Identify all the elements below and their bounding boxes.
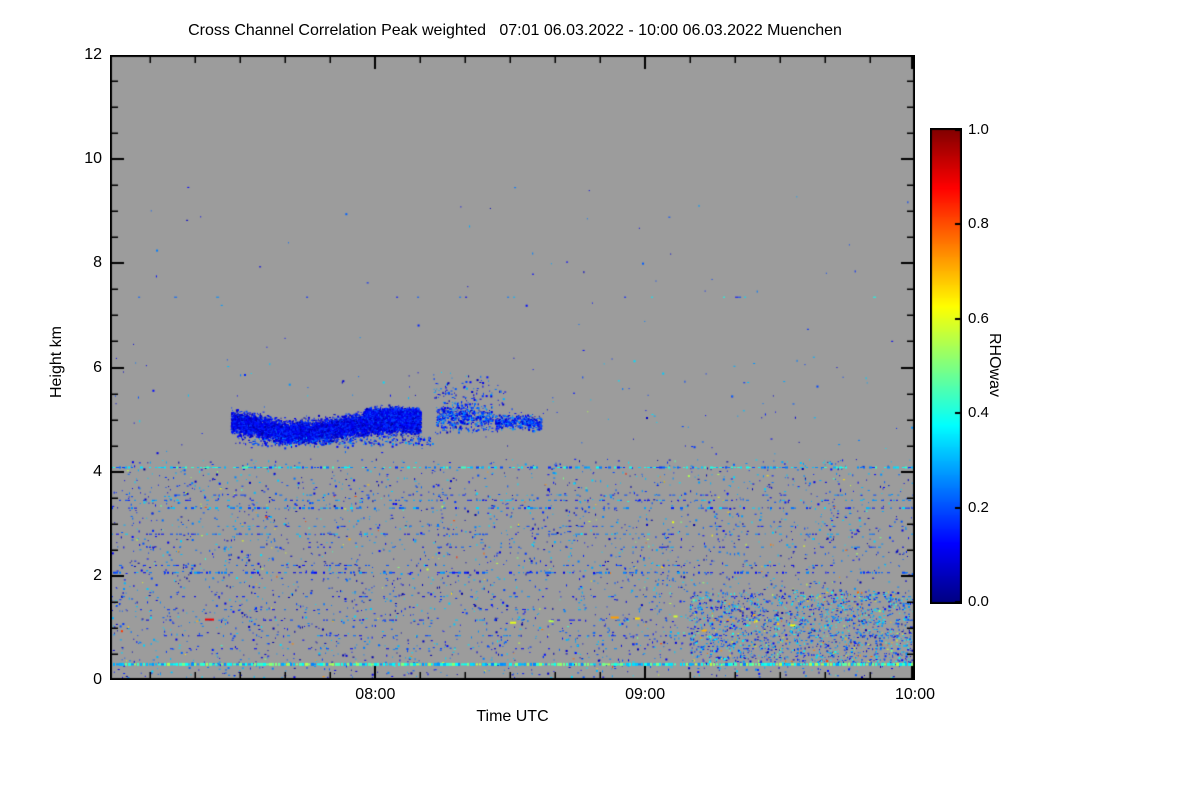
y-tick-label: 8	[93, 254, 102, 272]
y-tick-label: 4	[93, 462, 102, 480]
colorbar-canvas	[930, 128, 962, 604]
heatmap-plot-canvas	[110, 55, 915, 680]
y-tick-label: 10	[84, 150, 102, 168]
colorbar-tick-label: 0.8	[968, 215, 989, 233]
colorbar-tick-label: 0.0	[968, 593, 989, 610]
y-tick-label: 12	[84, 46, 102, 63]
x-tick-label: 09:00	[625, 686, 666, 703]
y-tick-label: 2	[93, 566, 102, 584]
colorbar-tick-label: 0.4	[968, 404, 989, 422]
colorbar-label: RHOwav	[986, 332, 1003, 398]
x-axis-label: Time UTC	[476, 708, 549, 725]
chart-title: Cross Channel Correlation Peak weighted …	[188, 22, 842, 39]
y-tick-label: 6	[93, 358, 102, 376]
colorbar-tick-label: 0.2	[968, 498, 989, 516]
colorbar-tick-label: 0.6	[968, 309, 989, 327]
x-tick-label: 10:00	[894, 686, 936, 703]
x-tick-label: 08:00	[355, 686, 396, 703]
colorbar-tick-label: 1.0	[968, 121, 989, 138]
y-tick-label: 0	[93, 671, 102, 688]
